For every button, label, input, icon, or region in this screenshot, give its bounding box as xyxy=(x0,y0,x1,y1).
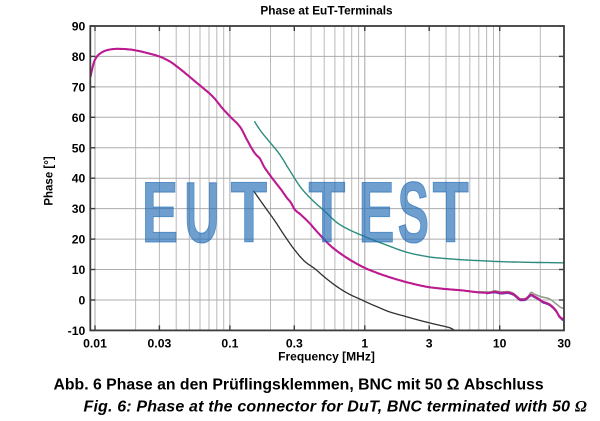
svg-text:1: 1 xyxy=(361,337,368,351)
svg-text:50: 50 xyxy=(72,141,86,155)
svg-text:10: 10 xyxy=(72,263,86,277)
svg-text:60: 60 xyxy=(72,111,86,125)
svg-text:Phase [°]: Phase [°] xyxy=(44,156,56,206)
svg-text:30: 30 xyxy=(72,202,86,216)
svg-text:T: T xyxy=(308,165,345,261)
svg-text:Phase at EuT-Terminals: Phase at EuT-Terminals xyxy=(260,4,393,18)
svg-text:40: 40 xyxy=(72,172,86,186)
svg-text:0.3: 0.3 xyxy=(286,337,303,351)
svg-text:T: T xyxy=(231,165,268,261)
svg-text:-10: -10 xyxy=(68,324,86,338)
svg-text:10: 10 xyxy=(493,337,507,351)
svg-text:0.1: 0.1 xyxy=(221,337,238,351)
svg-text:0.01: 0.01 xyxy=(83,337,107,351)
svg-text:90: 90 xyxy=(72,20,86,34)
svg-text:T: T xyxy=(433,165,469,261)
svg-text:Frequency [MHz]: Frequency [MHz] xyxy=(278,350,375,364)
svg-text:Fig. 6: Phase at the connector: Fig. 6: Phase at the connector for DuT, … xyxy=(84,399,587,416)
svg-text:U: U xyxy=(184,165,219,261)
svg-text:20: 20 xyxy=(72,233,86,247)
svg-text:S: S xyxy=(398,165,429,261)
svg-text:E: E xyxy=(142,165,178,261)
svg-text:0: 0 xyxy=(79,294,86,308)
svg-text:E: E xyxy=(358,165,394,261)
svg-text:3: 3 xyxy=(426,337,433,351)
svg-text:30: 30 xyxy=(557,337,571,351)
svg-text:70: 70 xyxy=(72,80,86,94)
svg-text:80: 80 xyxy=(72,50,86,64)
svg-text:Abb. 6 Phase an den Prüflingsk: Abb. 6 Phase an den Prüflingsklemmen, BN… xyxy=(54,377,544,394)
svg-text:0.03: 0.03 xyxy=(148,337,172,351)
